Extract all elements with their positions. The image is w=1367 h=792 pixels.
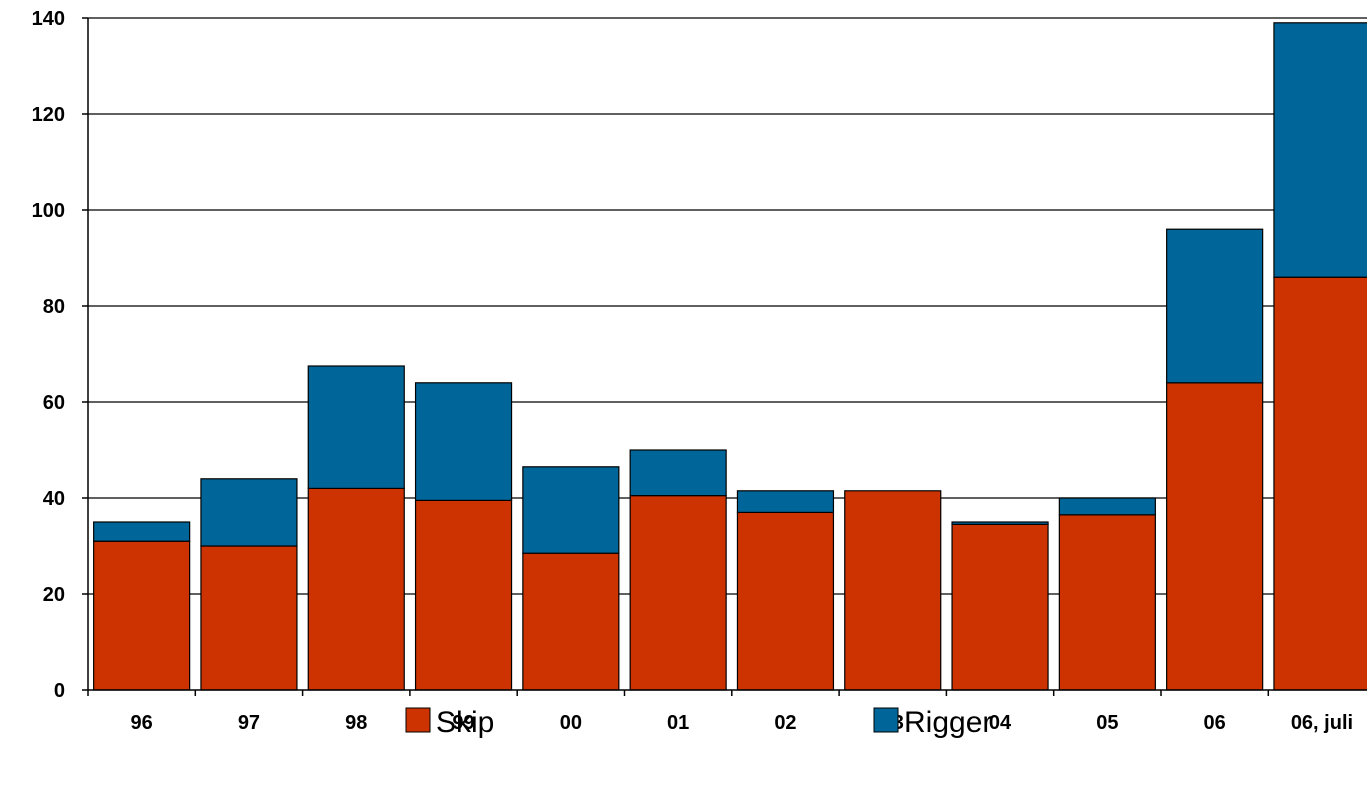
bar-rigger-10: [1166, 228, 1264, 384]
legend-item-rigger: Rigger: [873, 706, 992, 739]
y-tick-label: 20: [43, 584, 65, 606]
bar-rigger-8: [951, 521, 1049, 525]
bar-skip-0: [93, 540, 191, 691]
bar-rigger-5: [629, 449, 727, 497]
x-tick-label: 97: [238, 712, 260, 734]
bar-skip-8: [951, 523, 1049, 691]
bar-skip-9: [1058, 514, 1156, 691]
y-tick-label: 140: [32, 8, 65, 30]
bars: [93, 22, 1367, 691]
legend-label-skip: Skip: [436, 706, 494, 739]
bar-skip-7: [844, 490, 942, 691]
x-tick-label: 06: [1204, 712, 1226, 734]
y-tick-label: 40: [43, 488, 65, 510]
bar-rigger-1: [200, 478, 298, 547]
axes: [82, 17, 1367, 696]
bar-skip-11: [1273, 276, 1367, 691]
x-tick-label: 06, juli: [1291, 712, 1353, 734]
y-tick-label: 100: [32, 200, 65, 222]
x-tick-label: 99: [452, 712, 474, 734]
legend-swatch-skip: [405, 707, 431, 733]
legend: Skip Rigger: [405, 706, 992, 739]
bar-rigger-6: [736, 490, 835, 513]
bar-rigger-4: [522, 466, 620, 554]
y-tick-labels: 0 20 40 60 80 100 120 140: [32, 8, 65, 702]
x-tick-labels: 969798990001020304050606, juli: [131, 712, 1354, 734]
x-tick-label: 05: [1096, 712, 1118, 734]
legend-item-skip: Skip: [405, 706, 494, 739]
bar-skip-5: [629, 495, 727, 691]
grid-lines: [88, 17, 1367, 595]
bar-rigger-0: [93, 521, 191, 542]
legend-swatch-rigger: [873, 707, 899, 733]
bar-rigger-9: [1058, 497, 1156, 516]
y-tick-label: 80: [43, 296, 65, 318]
x-tick-label: 01: [667, 712, 689, 734]
bar-skip-1: [200, 545, 298, 691]
bar-skip-6: [736, 511, 835, 691]
bar-rigger-3: [414, 382, 513, 501]
x-tick-label: 04: [989, 712, 1012, 734]
bar-skip-3: [414, 499, 513, 691]
bar-skip-2: [307, 487, 405, 691]
bar-rigger-2: [307, 365, 405, 490]
x-tick-label: 98: [345, 712, 367, 734]
y-tick-label: 0: [54, 680, 65, 702]
y-tick-label: 120: [32, 104, 65, 126]
legend-label-rigger: Rigger: [904, 706, 992, 739]
x-tick-label: 00: [560, 712, 582, 734]
bar-skip-10: [1166, 382, 1264, 691]
x-tick-label: 02: [774, 712, 796, 734]
y-tick-label: 60: [43, 392, 65, 414]
x-tick-label: 96: [131, 712, 153, 734]
bar-skip-4: [522, 552, 620, 691]
bar-rigger-11: [1273, 22, 1367, 278]
